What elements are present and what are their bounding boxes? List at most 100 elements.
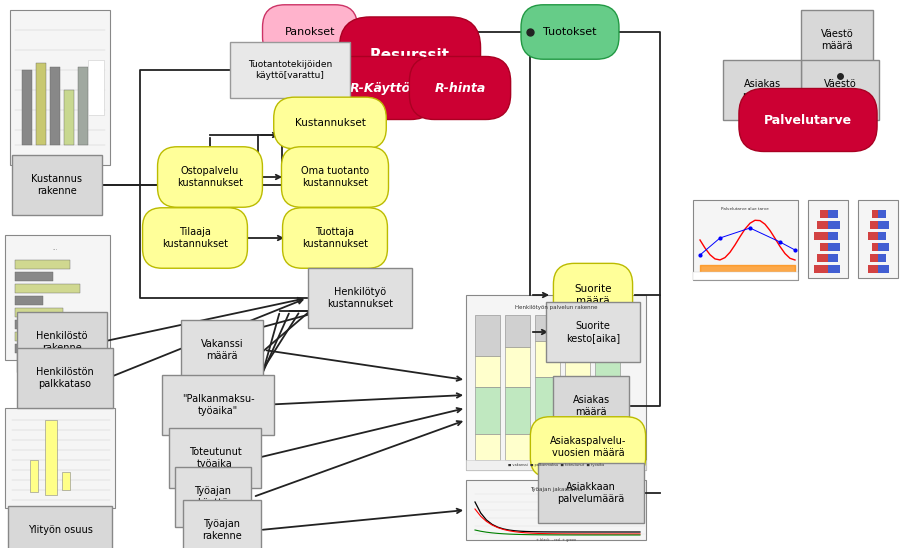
Bar [857, 200, 897, 278]
Bar [78, 67, 87, 145]
Bar [827, 254, 837, 262]
Text: Suorite
määrä: Suorite määrä [574, 284, 611, 306]
Bar [15, 308, 63, 317]
Bar [465, 295, 645, 470]
Text: Tuotantotekijöiden
käyttö[varattu]: Tuotantotekijöiden käyttö[varattu] [248, 60, 332, 79]
Text: Väestö
määrä: Väestö määrä [820, 29, 852, 51]
Text: Ostopalvelu
kustannukset: Ostopalvelu kustannukset [177, 166, 243, 188]
Text: Väestö
rakenne: Väestö rakenne [819, 79, 859, 101]
Bar [594, 428, 620, 460]
Bar [87, 60, 104, 115]
Bar [15, 284, 80, 293]
Text: R-hinta: R-hinta [434, 82, 485, 94]
Bar [15, 344, 50, 353]
Bar [871, 210, 877, 218]
Bar [867, 232, 877, 240]
Text: Palvelutarve alue tarve: Palvelutarve alue tarve [721, 207, 768, 211]
Text: Henkilötyö
kustannukset: Henkilötyö kustannukset [327, 287, 392, 309]
Bar [827, 265, 839, 273]
Bar [15, 332, 67, 341]
Bar [565, 347, 589, 379]
Bar [534, 378, 559, 421]
Bar [827, 243, 839, 251]
Text: Kustannukset: Kustannukset [294, 118, 365, 128]
Bar [504, 347, 529, 387]
Text: Asiakas
rakenne: Asiakas rakenne [741, 79, 781, 101]
Text: Henkilötyön palvelun rakenne: Henkilötyön palvelun rakenne [514, 305, 596, 310]
Text: Henkilöstö
rakenne: Henkilöstö rakenne [36, 331, 87, 353]
Text: Kustannus
rakenne: Kustannus rakenne [32, 174, 82, 196]
Bar [534, 421, 559, 460]
Bar [827, 221, 839, 229]
Bar [594, 315, 620, 356]
Bar [877, 243, 888, 251]
Bar [816, 254, 827, 262]
Bar [15, 260, 70, 269]
Bar [10, 10, 110, 165]
Bar [867, 265, 877, 273]
Bar [22, 70, 32, 145]
Text: R-Käyttö: R-Käyttö [349, 82, 410, 94]
Bar [534, 341, 559, 378]
Bar [877, 254, 885, 262]
Bar [807, 200, 847, 278]
Text: Oma tuotanto
kustannukset: Oma tuotanto kustannukset [300, 166, 369, 188]
Bar [877, 265, 888, 273]
Bar [15, 296, 43, 305]
Bar [36, 63, 46, 145]
Text: Asiakaspalvelu-
vuosien määrä: Asiakaspalvelu- vuosien määrä [549, 436, 625, 458]
Bar [816, 221, 827, 229]
Bar [504, 434, 529, 460]
Bar [877, 210, 885, 218]
Text: Työajan
käyttö: Työajan käyttö [194, 486, 231, 508]
Bar [474, 387, 500, 434]
Text: + black  - red  + green: + black - red + green [535, 538, 575, 542]
Text: Ylityön osuus: Ylityön osuus [28, 525, 92, 535]
Bar [692, 272, 797, 280]
Bar [692, 200, 797, 280]
Bar [15, 320, 55, 329]
Text: Tuottaja
kustannukset: Tuottaja kustannukset [301, 227, 368, 249]
Bar [504, 387, 529, 434]
Bar [565, 315, 589, 347]
Text: Asiakkaan
palvelumäärä: Asiakkaan palvelumäärä [557, 482, 624, 504]
Bar [474, 356, 500, 387]
Text: ...: ... [52, 246, 58, 250]
Bar [504, 315, 529, 347]
Text: ■ vakanssi  ■ palkanmaksu  ■ toteutunut  ■ tyoaika: ■ vakanssi ■ palkanmaksu ■ toteutunut ■ … [507, 463, 603, 467]
Text: Työajan
rakenne: Työajan rakenne [202, 519, 242, 541]
Bar [819, 243, 827, 251]
Text: Tuotokset: Tuotokset [543, 27, 596, 37]
Bar [819, 210, 827, 218]
Text: Henkilöstön
palkkataso: Henkilöstön palkkataso [36, 367, 94, 389]
Bar [62, 472, 70, 490]
Bar [15, 272, 53, 281]
Bar [869, 254, 877, 262]
Text: Resurssit: Resurssit [370, 48, 449, 62]
Bar [594, 356, 620, 410]
Bar [465, 460, 645, 470]
Bar [594, 410, 620, 428]
Bar [827, 210, 837, 218]
Bar [869, 221, 877, 229]
Bar [565, 379, 589, 434]
Bar [30, 460, 38, 492]
Bar [827, 232, 837, 240]
Bar [813, 265, 827, 273]
Bar [534, 315, 559, 341]
Text: Toteutunut
työaika: Toteutunut työaika [189, 447, 241, 469]
Bar [813, 232, 827, 240]
Text: Asiakas
määrä: Asiakas määrä [572, 395, 609, 417]
Bar [877, 232, 885, 240]
Bar [465, 480, 645, 540]
Text: Tilaaja
kustannukset: Tilaaja kustannukset [161, 227, 227, 249]
Bar [474, 434, 500, 460]
Text: Työajan jakautuma: Työajan jakautuma [529, 487, 582, 492]
Text: Vakanssi
määrä: Vakanssi määrä [200, 339, 243, 361]
Bar [5, 408, 115, 508]
Text: "Palkanmaksu-
työaika": "Palkanmaksu- työaika" [181, 394, 254, 416]
Bar [5, 235, 110, 360]
Bar [50, 67, 60, 145]
Bar [565, 434, 589, 460]
Text: Suorite
kesto[aika]: Suorite kesto[aika] [566, 321, 620, 343]
